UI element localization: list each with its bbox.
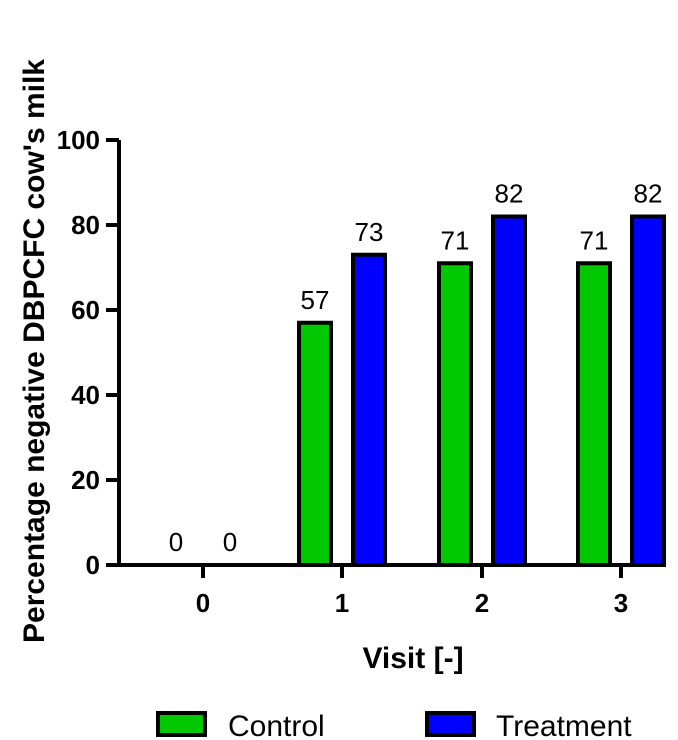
y-tick-label: 20 — [71, 465, 100, 495]
legend-swatch-treatment — [425, 711, 476, 737]
bar-treatment-visit-3 — [630, 214, 666, 567]
bar-control-visit-2 — [437, 261, 473, 567]
data-labels-layer: 0 57 71 71 0 73 82 82 — [169, 179, 663, 558]
x-tick-label: 1 — [335, 588, 349, 618]
x-tick-label: 2 — [475, 588, 489, 618]
data-label-treatment-visit-3: 82 — [634, 179, 663, 209]
data-label-treatment-visit-0: 0 — [223, 527, 237, 557]
data-label-treatment-visit-2: 82 — [495, 179, 524, 209]
legend-swatch-control — [156, 711, 207, 737]
data-label-control-visit-3: 71 — [580, 225, 609, 255]
legend: Control Treatment — [156, 710, 632, 740]
legend-label-treatment: Treatment — [496, 710, 632, 740]
y-tick-label: 40 — [71, 380, 100, 410]
bar-control-visit-3 — [576, 261, 612, 567]
y-tick-label: 80 — [71, 210, 100, 240]
bars-layer — [297, 214, 666, 567]
x-ticks: 0 1 2 3 — [196, 565, 628, 618]
y-tick-label: 100 — [57, 125, 100, 155]
data-label-control-visit-2: 71 — [441, 225, 470, 255]
legend-label-control: Control — [228, 710, 325, 740]
data-label-control-visit-1: 57 — [301, 285, 330, 315]
y-ticks: 0 20 40 60 80 100 — [57, 125, 119, 580]
x-tick-label: 3 — [614, 588, 628, 618]
data-label-treatment-visit-1: 73 — [355, 217, 384, 247]
bar-treatment-visit-2 — [491, 214, 527, 567]
y-tick-label: 0 — [86, 550, 100, 580]
y-tick-label: 60 — [71, 295, 100, 325]
bar-treatment-visit-1 — [351, 252, 387, 567]
y-axis-title: Percentage negative DBPCFC cow's milk — [18, 59, 51, 643]
bar-control-visit-1 — [297, 320, 333, 567]
data-label-control-visit-0: 0 — [169, 527, 183, 557]
x-axis-title: Visit [-] — [362, 642, 463, 675]
x-tick-label: 0 — [196, 588, 210, 618]
